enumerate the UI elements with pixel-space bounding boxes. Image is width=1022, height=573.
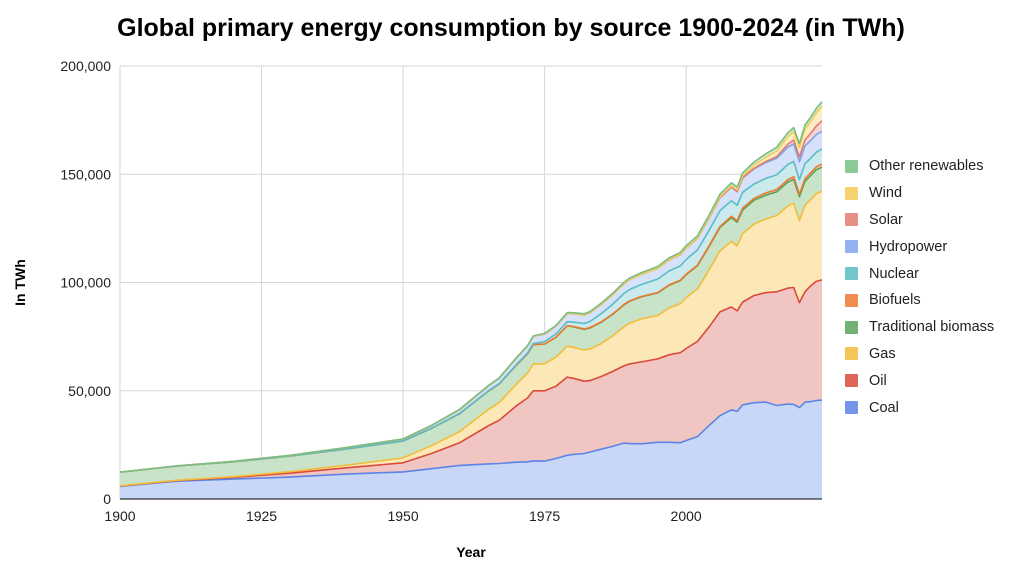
y-tick-label: 0	[103, 491, 111, 507]
legend-item-solar[interactable]: Solar	[845, 207, 994, 234]
line-oil	[119, 279, 823, 487]
series-lines	[119, 101, 823, 488]
legend-item-gas[interactable]: Gas	[845, 341, 994, 368]
chart-title: Global primary energy consumption by sou…	[117, 14, 905, 42]
x-tick-label: 1900	[104, 508, 135, 524]
legend-label: Gas	[869, 345, 896, 362]
x-tick-label: 2000	[671, 508, 702, 524]
y-tick-label: 100,000	[60, 275, 111, 291]
y-tick-label: 50,000	[68, 383, 111, 399]
y-tick-label: 200,000	[60, 58, 111, 74]
legend-item-traditional-biomass[interactable]: Traditional biomass	[845, 314, 994, 341]
x-tick-label: 1925	[246, 508, 277, 524]
legend-item-oil[interactable]: Oil	[845, 367, 994, 394]
legend-item-other-renewables[interactable]: Other renewables	[845, 153, 994, 180]
legend-item-coal[interactable]: Coal	[845, 394, 994, 421]
line-other-renewables	[119, 101, 823, 473]
gridlines	[119, 65, 822, 499]
x-axis-ticks: 1900 1925 1950 1975 2000	[104, 508, 701, 524]
y-axis-ticks: 0 50,000 100,000 150,000 200,000	[60, 58, 111, 507]
x-axis-title: Year	[456, 544, 486, 560]
legend-label: Biofuels	[869, 292, 921, 309]
legend-swatch	[845, 186, 858, 200]
legend-swatch	[845, 347, 858, 361]
legend-swatch	[845, 374, 858, 388]
legend-label: Oil	[869, 372, 887, 389]
legend-swatch	[845, 401, 858, 415]
area-oil	[120, 279, 822, 487]
legend-label: Nuclear	[869, 265, 919, 282]
legend-swatch	[845, 267, 858, 281]
x-tick-label: 1950	[387, 508, 418, 524]
legend-item-nuclear[interactable]: Nuclear	[845, 260, 994, 287]
y-tick-label: 150,000	[60, 166, 111, 182]
line-coal	[119, 399, 823, 488]
legend-swatch	[845, 213, 858, 227]
area-layers	[120, 101, 822, 499]
legend-label: Traditional biomass	[869, 319, 995, 336]
area-coal	[120, 400, 822, 499]
legend-label: Solar	[869, 211, 903, 228]
legend-label: Coal	[869, 399, 899, 416]
line-gas	[119, 190, 823, 487]
legend-item-hydropower[interactable]: Hydropower	[845, 233, 994, 260]
legend-swatch	[845, 320, 858, 334]
legend-swatch	[845, 240, 858, 254]
legend-label: Other renewables	[869, 158, 984, 175]
legend: Other renewables Wind Solar Hydropower Nucle…	[845, 153, 994, 421]
legend-item-biofuels[interactable]: Biofuels	[845, 287, 994, 314]
y-axis-title: In TWh	[12, 259, 28, 306]
legend-swatch	[845, 159, 858, 173]
x-tick-label: 1975	[529, 508, 560, 524]
area-gas	[120, 191, 822, 486]
legend-label: Wind	[869, 185, 903, 202]
legend-label: Hydropower	[869, 238, 948, 255]
legend-item-wind[interactable]: Wind	[845, 180, 994, 207]
legend-swatch	[845, 293, 858, 307]
line-nuclear	[119, 148, 823, 473]
